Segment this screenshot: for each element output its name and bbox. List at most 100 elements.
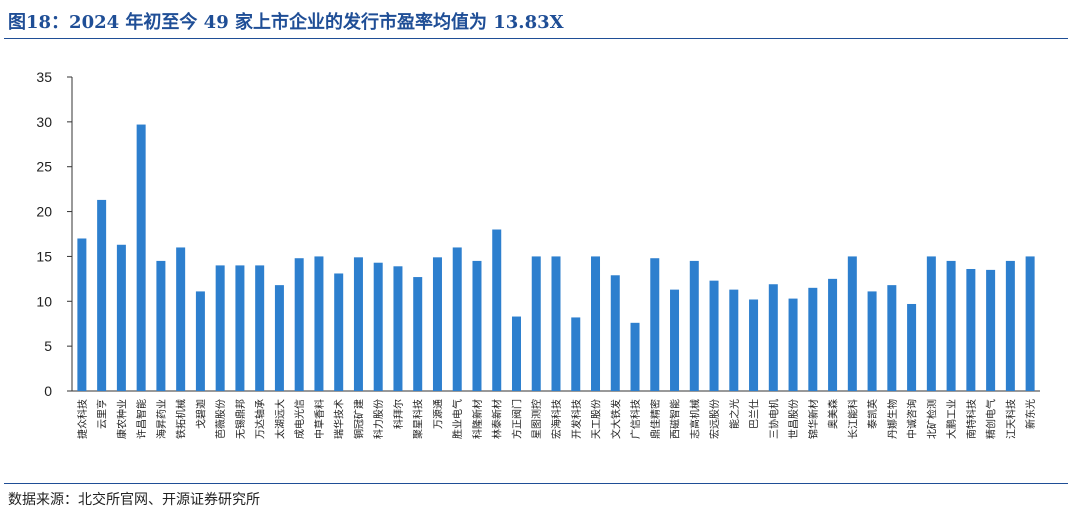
x-tick-label: 万达轴承 bbox=[254, 399, 267, 439]
x-tick-label: 海昇药业 bbox=[155, 399, 168, 439]
x-tick-label: 三协电机 bbox=[767, 399, 780, 439]
x-tick-label: 戈碧迦 bbox=[194, 399, 207, 429]
bar-志高机械 bbox=[689, 260, 699, 391]
x-tick-label: 林泰新材 bbox=[491, 399, 504, 439]
bar-瑞华技术 bbox=[334, 273, 344, 391]
x-tick-label: 中草香料 bbox=[313, 399, 326, 439]
x-tick-label: 西磁智能 bbox=[669, 399, 682, 439]
x-tick-label: 南特科技 bbox=[965, 399, 978, 439]
x-tick-label: 中诚咨询 bbox=[906, 399, 919, 439]
bar-广信科技 bbox=[630, 322, 640, 391]
bar-科力股份 bbox=[373, 262, 383, 391]
x-tick-label: 江天科技 bbox=[1004, 399, 1017, 439]
bar-聚星科技 bbox=[413, 277, 423, 391]
bar-芭薇股份 bbox=[215, 265, 225, 391]
y-tick-label: 20 bbox=[36, 204, 52, 220]
bar-鼎佳精密 bbox=[650, 258, 660, 391]
bar-许昌智能 bbox=[136, 124, 146, 391]
x-tick-label: 科隆新材 bbox=[471, 399, 484, 439]
bar-中草香料 bbox=[314, 256, 324, 391]
bar-泰凯英 bbox=[867, 291, 877, 391]
y-tick-label: 25 bbox=[36, 159, 52, 175]
bar-宏海科技 bbox=[551, 256, 561, 391]
x-tick-label: 锦华新材 bbox=[807, 399, 820, 439]
bar-万源通 bbox=[432, 257, 442, 391]
bar-世昌股份 bbox=[788, 298, 798, 391]
x-tick-label: 丹娜生物 bbox=[886, 399, 899, 439]
bar-万达轴承 bbox=[255, 265, 265, 391]
x-tick-label: 开发科技 bbox=[570, 399, 583, 439]
bar-康农种业 bbox=[116, 244, 126, 391]
bar-新东光 bbox=[1025, 256, 1035, 391]
x-tick-label: 胜业电气 bbox=[451, 399, 464, 439]
y-tick-label: 0 bbox=[44, 383, 52, 399]
x-tick-label: 捷众科技 bbox=[76, 399, 89, 439]
x-tick-label: 无锡鼎邦 bbox=[234, 399, 247, 439]
bar-chart: 0 5 10 15 20 25 30 35 捷众科技 云里亨 康农种业 许昌智能 海昇药业 铁拓机械 戈碧… bbox=[36, 69, 1040, 439]
bar-方正阀门 bbox=[511, 316, 521, 391]
x-tick-label: 宏海科技 bbox=[550, 399, 563, 439]
bar-江天科技 bbox=[1005, 260, 1015, 391]
bars bbox=[77, 124, 1035, 391]
bar-文大铁发 bbox=[610, 275, 620, 391]
x-tick-label: 方正阀门 bbox=[510, 399, 523, 439]
bar-南特科技 bbox=[966, 268, 976, 391]
y-tick-label: 15 bbox=[36, 248, 52, 264]
x-tick-label: 瑞华技术 bbox=[333, 399, 346, 439]
figure-title: 图18：2024 年初至今 49 家上市企业的发行市盈率均值为 13.83X bbox=[8, 12, 564, 33]
y-tick-label: 10 bbox=[36, 293, 52, 309]
bar-精创电气 bbox=[986, 269, 996, 391]
x-tick-label: 云里亨 bbox=[96, 399, 109, 429]
x-tick-label: 太湖远大 bbox=[273, 399, 286, 439]
bar-开发科技 bbox=[571, 317, 581, 391]
y-tick-label: 35 bbox=[36, 69, 52, 85]
bar-海昇药业 bbox=[156, 260, 166, 391]
bar-北矿检测 bbox=[926, 256, 936, 391]
x-tick-label: 奥美森 bbox=[827, 399, 840, 429]
x-tick-labels: 捷众科技 云里亨 康农种业 许昌智能 海昇药业 铁拓机械 戈碧迦 芭薇股份 无锡鼎邦 万达轴承 太湖… bbox=[76, 399, 1037, 439]
bar-巴兰仕 bbox=[749, 299, 759, 391]
y-ticks: 0 5 10 15 20 25 30 35 bbox=[36, 69, 72, 399]
bar-无锡鼎邦 bbox=[235, 265, 245, 391]
y-tick-label: 5 bbox=[44, 338, 52, 354]
bar-中诚咨询 bbox=[907, 303, 917, 391]
bar-宏远股份 bbox=[709, 280, 719, 391]
bar-云里亨 bbox=[97, 199, 107, 391]
x-tick-label: 文大铁发 bbox=[609, 399, 622, 439]
x-tick-label: 成电光信 bbox=[293, 399, 306, 439]
x-tick-label: 志高机械 bbox=[688, 399, 701, 439]
bar-铁拓机械 bbox=[176, 247, 186, 391]
bar-林泰新材 bbox=[492, 229, 502, 391]
x-tick-label: 铁拓机械 bbox=[175, 399, 188, 439]
x-tick-label: 新东光 bbox=[1024, 399, 1037, 429]
x-tick-label: 泰凯英 bbox=[866, 399, 879, 429]
bar-长江能科 bbox=[847, 256, 857, 391]
bar-天工股份 bbox=[591, 256, 601, 391]
x-tick-label: 精创电气 bbox=[985, 399, 998, 439]
source-divider bbox=[4, 483, 1068, 484]
bar-锦华新材 bbox=[808, 287, 818, 391]
x-tick-label: 大鹏工业 bbox=[945, 399, 958, 439]
x-tick-label: 星图测控 bbox=[530, 399, 543, 439]
x-tick-label: 万源通 bbox=[431, 399, 444, 429]
x-tick-label: 铜冠矿建 bbox=[352, 399, 365, 439]
bar-胜业电气 bbox=[452, 247, 462, 391]
bar-铜冠矿建 bbox=[353, 257, 363, 391]
x-tick-label: 世昌股份 bbox=[788, 399, 800, 439]
x-tick-label: 鼎佳精密 bbox=[649, 399, 662, 439]
source-note: 数据来源：北交所官网、开源证券研究所 bbox=[8, 492, 260, 508]
x-tick-label: 巴兰仕 bbox=[748, 399, 761, 429]
bar-能之光 bbox=[729, 289, 739, 391]
title-divider bbox=[4, 38, 1068, 39]
x-tick-label: 能之光 bbox=[728, 399, 741, 429]
bar-西磁智能 bbox=[670, 289, 680, 391]
x-tick-label: 宏远股份 bbox=[708, 399, 721, 439]
x-tick-label: 天工股份 bbox=[591, 399, 603, 439]
y-tick-label: 30 bbox=[36, 114, 52, 130]
x-tick-label: 芭薇股份 bbox=[214, 399, 227, 439]
x-tick-label: 聚星科技 bbox=[412, 399, 425, 439]
bar-戈碧迦 bbox=[195, 291, 205, 391]
bar-星图测控 bbox=[531, 256, 541, 391]
x-tick-label: 长江能科 bbox=[846, 399, 859, 439]
bar-丹娜生物 bbox=[887, 285, 897, 391]
